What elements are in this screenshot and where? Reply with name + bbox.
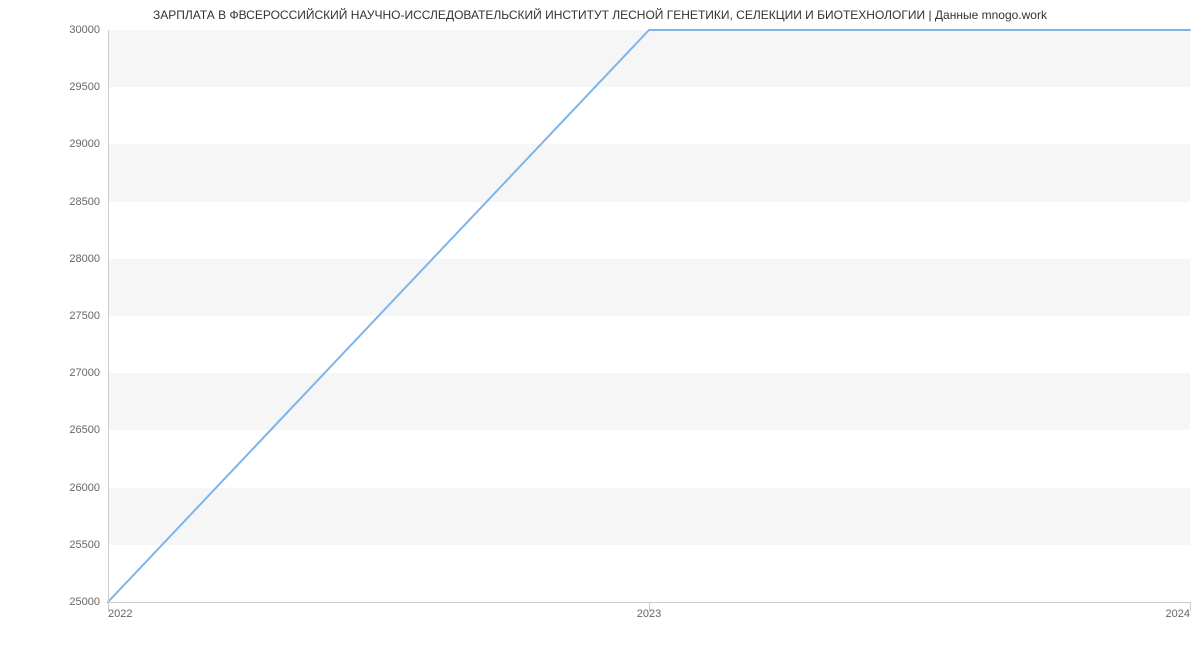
chart-line-layer	[108, 30, 1190, 602]
chart-title: ЗАРПЛАТА В ФВСЕРОССИЙСКИЙ НАУЧНО-ИССЛЕДО…	[0, 8, 1200, 22]
y-tick-label: 30000	[69, 24, 100, 36]
salary-line-chart: ЗАРПЛАТА В ФВСЕРОССИЙСКИЙ НАУЧНО-ИССЛЕДО…	[0, 0, 1200, 650]
y-tick-label: 28500	[69, 196, 100, 208]
y-tick-label: 27500	[69, 310, 100, 322]
plot-area: 2500025500260002650027000275002800028500…	[108, 30, 1190, 602]
y-tick-label: 25000	[69, 596, 100, 608]
x-tick-label: 2022	[108, 608, 132, 620]
y-tick-label: 29500	[69, 81, 100, 93]
y-tick-label: 27000	[69, 367, 100, 379]
y-tick-label: 29000	[69, 138, 100, 150]
y-tick-label: 28000	[69, 253, 100, 265]
y-tick-label: 26000	[69, 482, 100, 494]
y-tick-label: 25500	[69, 539, 100, 551]
y-tick-label: 26500	[69, 424, 100, 436]
x-tick-mark	[1190, 602, 1191, 611]
series-line-salary	[108, 30, 1190, 602]
x-tick-label: 2024	[1166, 608, 1190, 620]
x-tick-label: 2023	[637, 608, 661, 620]
y-axis-line	[108, 30, 109, 602]
